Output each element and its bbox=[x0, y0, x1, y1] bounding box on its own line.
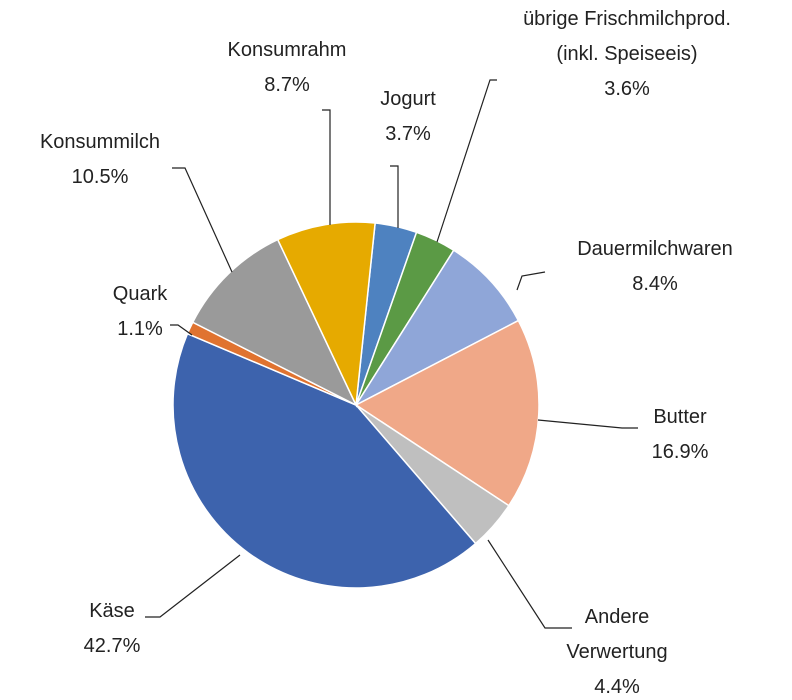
slice-name: Dauermilchwaren bbox=[577, 238, 733, 260]
leader-line bbox=[145, 554, 241, 618]
pie-slice bbox=[172, 332, 477, 589]
leader-line bbox=[487, 539, 572, 629]
pie-slice bbox=[353, 249, 520, 407]
slice-label: Quark 1.1% bbox=[80, 277, 200, 347]
slice-name: Jogurt bbox=[380, 88, 436, 110]
slice-name: Konsummilch bbox=[39, 131, 161, 153]
slice-value: 8.7% bbox=[264, 74, 310, 96]
slice-value: 4.4% bbox=[594, 676, 640, 698]
slice-name: Käse bbox=[89, 600, 135, 622]
pie-slice bbox=[354, 319, 540, 507]
slice-value: 16.9% bbox=[651, 441, 709, 463]
slice-name: übrige Frischmilchprod. (inkl. Speiseeis… bbox=[523, 8, 731, 65]
slice-value: 10.5% bbox=[71, 166, 129, 188]
leader-line bbox=[390, 165, 399, 228]
slice-label: Andere Verwertung 4.4% bbox=[542, 600, 692, 700]
leader-line bbox=[172, 167, 233, 273]
leader-line bbox=[322, 109, 331, 225]
slice-value: 3.7% bbox=[385, 123, 431, 145]
slice-name: Konsumrahm bbox=[227, 39, 347, 61]
slice-value: 3.6% bbox=[604, 78, 650, 100]
slice-label: übrige Frischmilchprod. (inkl. Speiseeis… bbox=[521, 2, 733, 107]
slice-name: Butter bbox=[653, 406, 707, 428]
slice-name: Quark bbox=[112, 283, 168, 305]
slice-label: Konsummilch 10.5% bbox=[10, 125, 190, 195]
slice-label: Dauermilchwaren 8.4% bbox=[545, 232, 765, 302]
leader-line bbox=[537, 419, 638, 429]
slice-label: Butter 16.9% bbox=[610, 400, 750, 470]
slice-value: 1.1% bbox=[117, 318, 163, 340]
pie-slice bbox=[276, 221, 376, 408]
pie-slice bbox=[191, 238, 358, 407]
leader-line bbox=[170, 324, 193, 336]
slice-name: Andere Verwertung bbox=[566, 606, 668, 663]
leader-line bbox=[516, 271, 546, 291]
slice-label: Konsumrahm 8.7% bbox=[197, 33, 377, 103]
slice-value: 42.7% bbox=[83, 635, 141, 657]
leader-line bbox=[436, 79, 497, 243]
slice-label: Käse 42.7% bbox=[52, 594, 172, 664]
slice-label: Jogurt 3.7% bbox=[348, 82, 468, 152]
slice-value: 8.4% bbox=[632, 273, 678, 295]
